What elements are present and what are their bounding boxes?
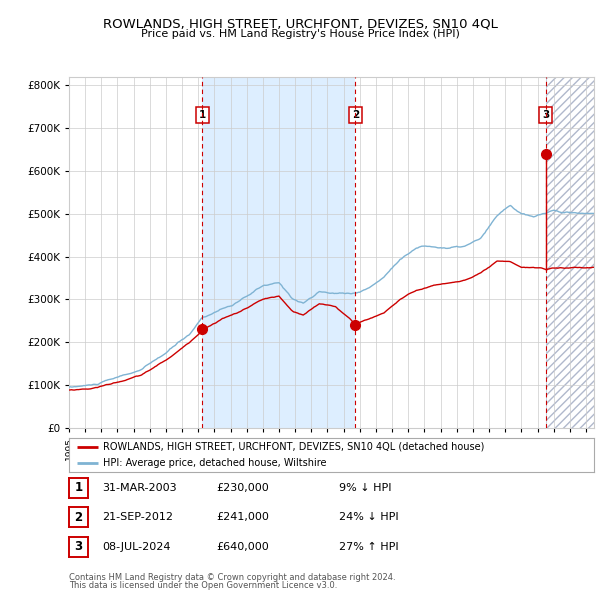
- Text: ROWLANDS, HIGH STREET, URCHFONT, DEVIZES, SN10 4QL (detached house): ROWLANDS, HIGH STREET, URCHFONT, DEVIZES…: [103, 442, 485, 452]
- Text: 3: 3: [542, 110, 550, 120]
- Text: £230,000: £230,000: [216, 483, 269, 493]
- Bar: [202, 77, 355, 428]
- Text: 1: 1: [199, 110, 206, 120]
- Text: 1: 1: [74, 481, 83, 494]
- Text: 2: 2: [74, 511, 83, 524]
- Text: 3: 3: [74, 540, 83, 553]
- Text: HPI: Average price, detached house, Wiltshire: HPI: Average price, detached house, Wilt…: [103, 458, 326, 468]
- Text: 21-SEP-2012: 21-SEP-2012: [102, 513, 173, 522]
- Text: 9% ↓ HPI: 9% ↓ HPI: [339, 483, 391, 493]
- Text: 08-JUL-2024: 08-JUL-2024: [102, 542, 170, 552]
- Text: Contains HM Land Registry data © Crown copyright and database right 2024.: Contains HM Land Registry data © Crown c…: [69, 573, 395, 582]
- Text: 2: 2: [352, 110, 359, 120]
- Text: £640,000: £640,000: [216, 542, 269, 552]
- Text: 27% ↑ HPI: 27% ↑ HPI: [339, 542, 398, 552]
- Text: 24% ↓ HPI: 24% ↓ HPI: [339, 513, 398, 522]
- Text: £241,000: £241,000: [216, 513, 269, 522]
- Text: Price paid vs. HM Land Registry's House Price Index (HPI): Price paid vs. HM Land Registry's House …: [140, 30, 460, 39]
- Bar: [546, 77, 594, 428]
- Text: This data is licensed under the Open Government Licence v3.0.: This data is licensed under the Open Gov…: [69, 581, 337, 590]
- Text: 31-MAR-2003: 31-MAR-2003: [102, 483, 176, 493]
- Text: ROWLANDS, HIGH STREET, URCHFONT, DEVIZES, SN10 4QL: ROWLANDS, HIGH STREET, URCHFONT, DEVIZES…: [103, 17, 497, 30]
